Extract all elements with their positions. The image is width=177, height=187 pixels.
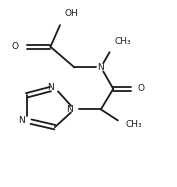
Text: CH₃: CH₃: [125, 120, 142, 129]
Text: O: O: [12, 42, 19, 51]
Text: CH₃: CH₃: [114, 37, 131, 46]
Text: OH: OH: [64, 9, 78, 18]
Text: N: N: [18, 116, 25, 125]
Text: N: N: [98, 63, 104, 72]
Text: N: N: [47, 83, 53, 92]
Text: O: O: [138, 84, 145, 93]
Text: N: N: [66, 105, 73, 114]
